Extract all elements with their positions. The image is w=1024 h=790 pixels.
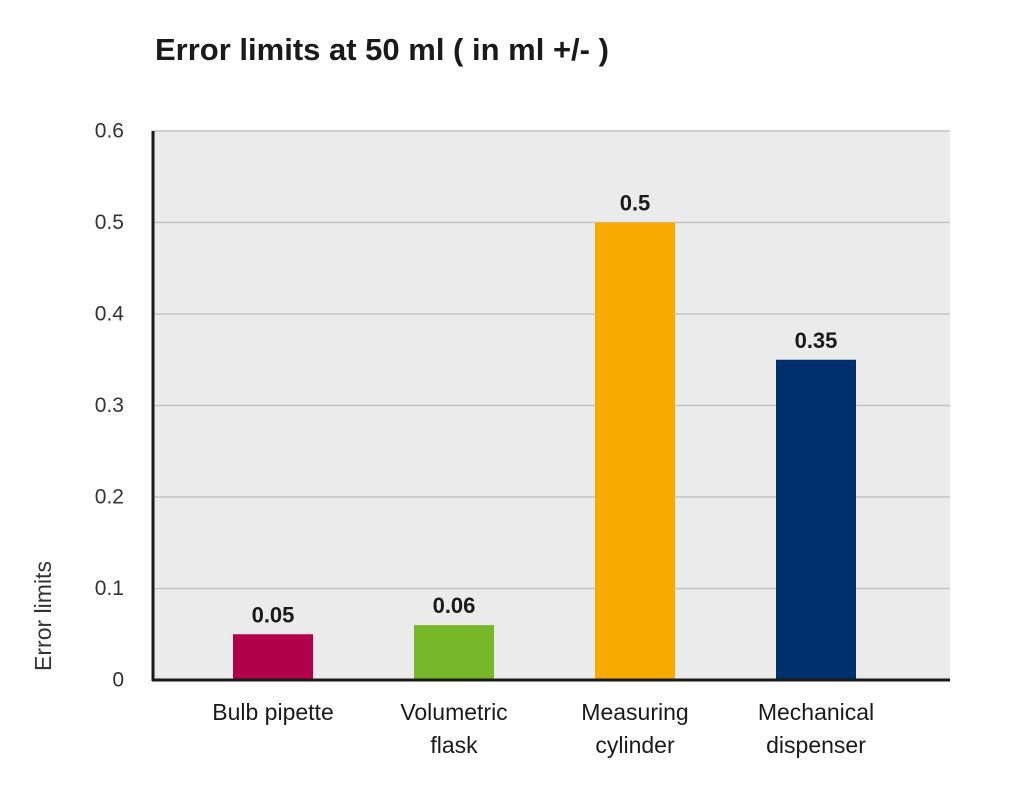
y-tick-label: 0.2 <box>95 486 124 509</box>
bar <box>414 625 494 680</box>
x-tick-label: cylinder <box>595 732 675 758</box>
y-tick-label: 0 <box>112 669 124 692</box>
y-tick-label: 0.3 <box>95 394 124 417</box>
data-label: 0.05 <box>252 602 295 627</box>
y-tick-label: 0.5 <box>95 211 124 234</box>
x-tick-label: Mechanical <box>758 699 874 725</box>
data-label: 0.06 <box>433 593 476 618</box>
y-axis-title: Error limits <box>30 561 56 671</box>
y-tick-label: 0.6 <box>95 120 124 143</box>
bar <box>233 634 313 680</box>
x-tick-label: Volumetric <box>400 699 507 725</box>
y-tick-label: 0.4 <box>95 303 125 326</box>
chart-title: Error limits at 50 ml ( in ml +/- ) <box>155 32 609 67</box>
x-tick-label: dispenser <box>766 732 866 758</box>
bar <box>595 222 675 680</box>
y-tick-label: 0.1 <box>95 577 124 600</box>
x-tick-label: Bulb pipette <box>212 699 333 725</box>
x-tick-label: Measuring <box>581 699 688 725</box>
data-label: 0.5 <box>620 191 651 216</box>
bar <box>776 359 856 680</box>
x-tick-label: flask <box>430 732 478 758</box>
data-label: 0.35 <box>795 328 838 353</box>
